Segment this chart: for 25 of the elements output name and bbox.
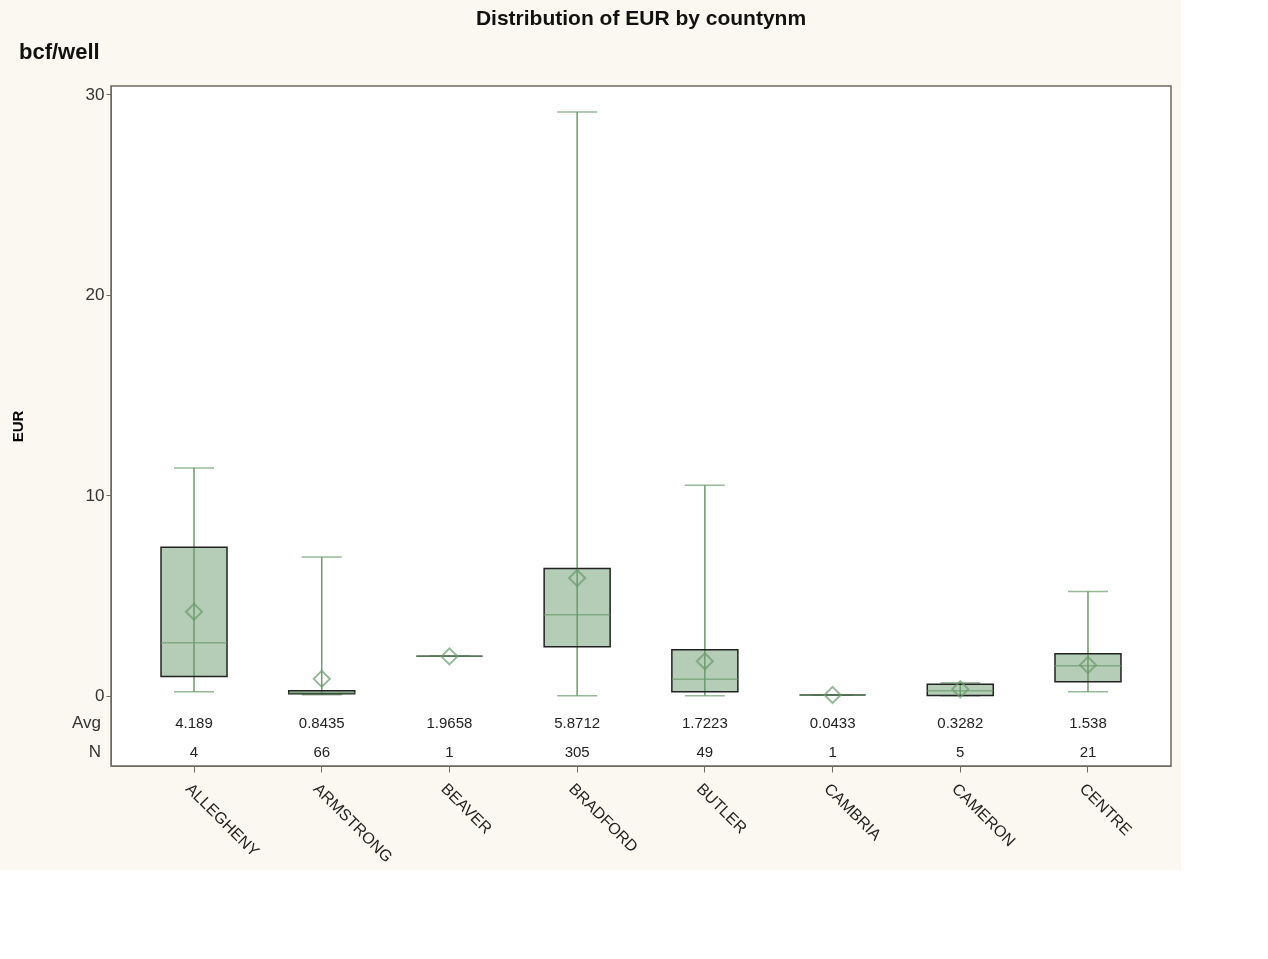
annotation: 21 bbox=[1079, 742, 1097, 760]
chart-title: Distribution of EUR by countynm bbox=[475, 6, 807, 29]
text: 0.0433 bbox=[809, 714, 856, 732]
text: bcf/well bbox=[19, 39, 100, 64]
text: Avg bbox=[72, 713, 101, 733]
y-axis-title: EUR bbox=[8, 410, 26, 443]
text: 0.8435 bbox=[298, 714, 345, 732]
annotation: 49 bbox=[696, 742, 714, 760]
annotation: 1 bbox=[828, 742, 837, 760]
annotation: 1 bbox=[445, 742, 454, 760]
text: N bbox=[88, 741, 101, 761]
text: 0.3282 bbox=[937, 714, 984, 732]
y-tick-label: 10 bbox=[85, 485, 105, 505]
text: 1.538 bbox=[1069, 714, 1107, 732]
y-tick-label: 0 bbox=[95, 686, 105, 706]
text: 1.9658 bbox=[426, 714, 473, 732]
annotation: 305 bbox=[564, 742, 590, 760]
text: 5.8712 bbox=[554, 714, 601, 732]
annotation: 66 bbox=[313, 742, 331, 760]
text: 4.189 bbox=[175, 714, 213, 732]
annotation: 4 bbox=[189, 742, 199, 760]
text: 1.7223 bbox=[681, 714, 728, 732]
y-tick-label: 30 bbox=[85, 84, 105, 104]
annotation: 5 bbox=[956, 742, 965, 760]
y-tick-label: 20 bbox=[85, 285, 105, 305]
